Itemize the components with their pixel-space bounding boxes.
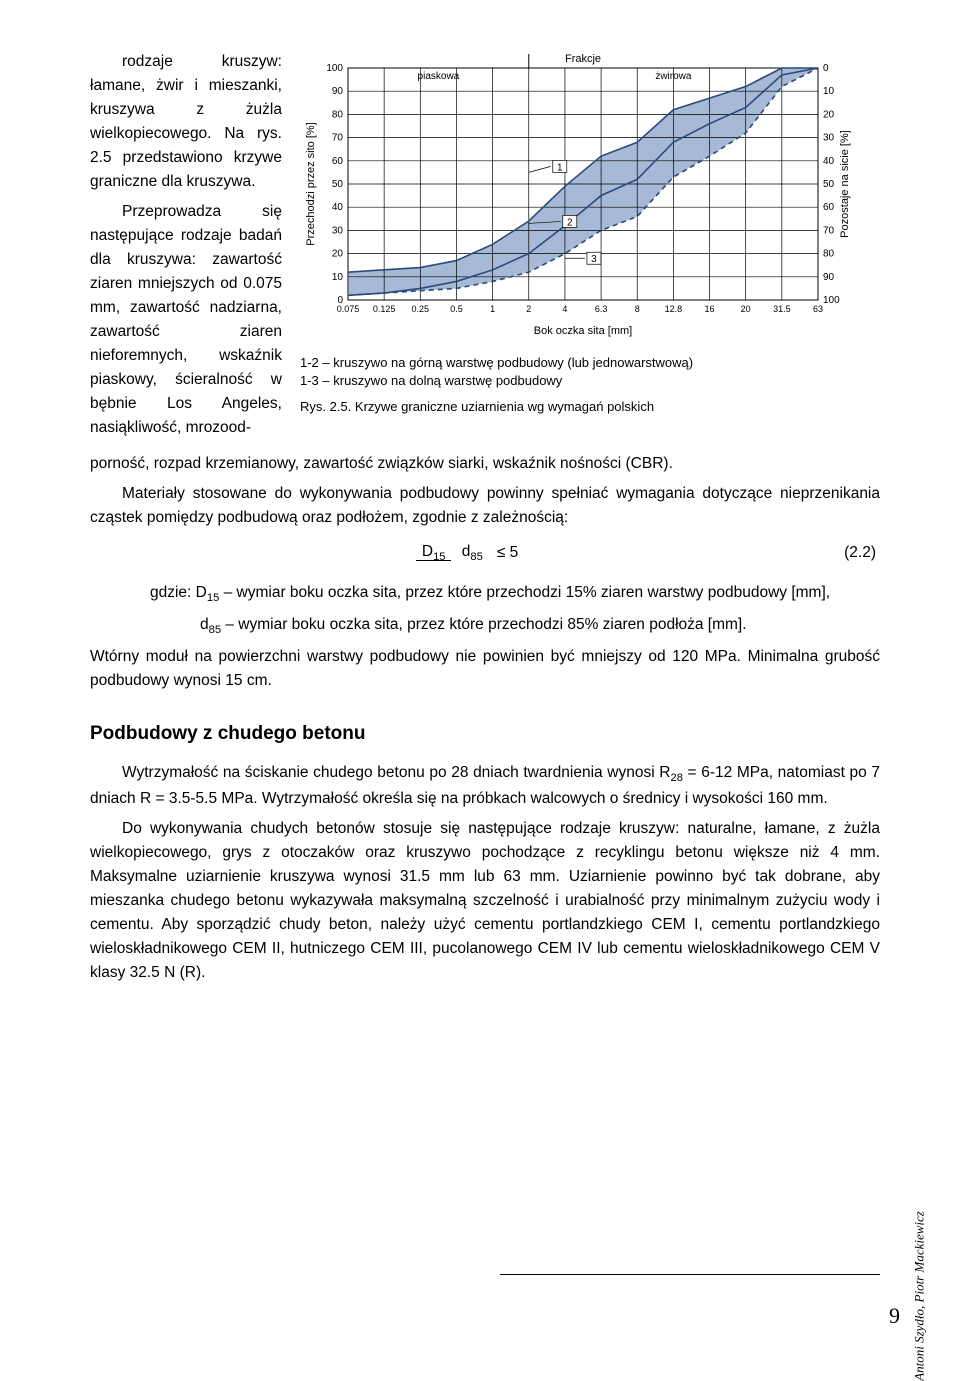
svg-text:80: 80: [332, 109, 344, 120]
svg-text:16: 16: [705, 304, 715, 314]
svg-text:1: 1: [490, 304, 495, 314]
paragraph-2-start: Przeprowadza się następujące rodzaje bad…: [90, 200, 282, 440]
svg-text:80: 80: [823, 249, 835, 260]
author-sidebar: Antoni Szydło, Piotr Mackiewicz: [910, 1211, 930, 1381]
eq-numerator: D: [422, 543, 433, 560]
svg-text:30: 30: [823, 133, 835, 144]
svg-text:0.125: 0.125: [373, 304, 396, 314]
paragraph-1: rodzaje kruszyw: łamane, żwir i mieszank…: [90, 50, 282, 194]
svg-text:2: 2: [567, 217, 573, 228]
svg-text:4: 4: [562, 304, 567, 314]
def-intro: gdzie: D: [150, 584, 207, 601]
svg-text:2: 2: [526, 304, 531, 314]
svg-text:31.5: 31.5: [773, 304, 791, 314]
svg-text:30: 30: [332, 225, 344, 236]
grading-chart: 0100109020803070406050506040703080209010…: [300, 50, 880, 348]
svg-text:8: 8: [635, 304, 640, 314]
svg-text:100: 100: [326, 63, 343, 74]
section-heading: Podbudowy z chudego betonu: [90, 719, 880, 748]
paragraph-6: Do wykonywania chudych betonów stosuje s…: [90, 817, 880, 985]
equation-2-2: D15 d85 ≤ 5 (2.2): [90, 540, 880, 566]
figure-legend: 1-2 – kruszywo na górną warstwę podbudow…: [300, 354, 880, 389]
svg-text:0.25: 0.25: [412, 304, 430, 314]
svg-text:10: 10: [823, 86, 835, 97]
definitions: gdzie: D15 – wymiar boku oczka sita, prz…: [150, 581, 880, 640]
svg-text:50: 50: [823, 179, 835, 190]
svg-text:70: 70: [332, 133, 344, 144]
svg-text:3: 3: [591, 254, 597, 265]
svg-text:0.5: 0.5: [450, 304, 463, 314]
svg-text:Pozostaje na sicie [%]: Pozostaje na sicie [%]: [839, 130, 851, 238]
svg-text:Przechodzi przez sito [%]: Przechodzi przez sito [%]: [305, 122, 317, 246]
paragraph-3: Materiały stosowane do wykonywania podbu…: [90, 482, 880, 530]
svg-text:90: 90: [332, 86, 344, 97]
svg-text:100: 100: [823, 295, 840, 306]
legend-line-2: 1-3 – kruszywo na dolną warstwę podbudow…: [300, 372, 880, 390]
svg-text:12.8: 12.8: [665, 304, 683, 314]
svg-text:50: 50: [332, 179, 344, 190]
def-d15-sub: 15: [207, 592, 219, 604]
svg-text:63: 63: [813, 304, 823, 314]
def-d85: – wymiar boku oczka sita, przez które pr…: [221, 616, 747, 633]
p1-text: rodzaje kruszyw: łamane, żwir i mieszank…: [90, 53, 282, 190]
svg-text:20: 20: [823, 109, 835, 120]
eq-num-sub: 15: [433, 551, 445, 563]
svg-text:6.3: 6.3: [595, 304, 608, 314]
def-d85-sub: 85: [209, 624, 221, 636]
page-number: 9: [889, 1299, 900, 1333]
eq-den-sub: 85: [470, 551, 482, 563]
svg-text:żwirowa: żwirowa: [655, 71, 692, 82]
svg-text:60: 60: [332, 156, 344, 167]
svg-text:Bok oczka sita [mm]: Bok oczka sita [mm]: [534, 325, 632, 337]
p5a: Wytrzymałość na ściskanie chudego betonu…: [122, 764, 670, 781]
svg-text:0.075: 0.075: [337, 304, 360, 314]
def-d85-sym: d: [200, 616, 209, 633]
paragraph-4: Wtórny moduł na powierzchni warstwy podb…: [90, 645, 880, 693]
p5sub: 28: [670, 772, 682, 784]
equation-tag: (2.2): [844, 541, 880, 565]
paragraph-5: Wytrzymałość na ściskanie chudego betonu…: [90, 761, 880, 811]
svg-text:90: 90: [823, 272, 835, 283]
paragraph-2-cont: porność, rozpad krzemianowy, zawartość z…: [90, 452, 880, 476]
svg-text:1: 1: [557, 162, 563, 173]
figure-caption: Rys. 2.5. Krzywe graniczne uziarnienia w…: [300, 397, 880, 417]
svg-text:20: 20: [332, 249, 344, 260]
svg-text:70: 70: [823, 225, 835, 236]
svg-text:60: 60: [823, 202, 835, 213]
def-d15: – wymiar boku oczka sita, przez które pr…: [219, 584, 830, 601]
svg-text:0: 0: [823, 63, 829, 74]
svg-text:Frakcje: Frakcje: [565, 53, 601, 65]
footer-rule: [500, 1274, 880, 1275]
eq-relation: ≤ 5: [489, 541, 518, 565]
legend-line-1: 1-2 – kruszywo na górną warstwę podbudow…: [300, 354, 880, 372]
svg-text:20: 20: [741, 304, 751, 314]
svg-text:piaskowa: piaskowa: [418, 71, 460, 82]
svg-text:10: 10: [332, 272, 344, 283]
svg-text:40: 40: [823, 156, 835, 167]
svg-text:40: 40: [332, 202, 344, 213]
